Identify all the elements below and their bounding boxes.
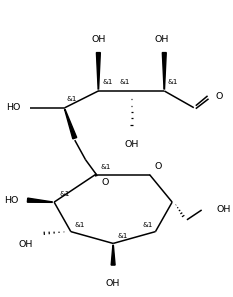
Text: HO: HO bbox=[6, 103, 21, 112]
Text: &1: &1 bbox=[100, 164, 111, 170]
Polygon shape bbox=[111, 245, 115, 265]
Text: OH: OH bbox=[216, 206, 231, 214]
Polygon shape bbox=[96, 53, 100, 89]
Text: &1: &1 bbox=[117, 233, 127, 239]
Text: &1: &1 bbox=[167, 79, 178, 85]
Text: &1: &1 bbox=[67, 96, 77, 102]
Text: &1: &1 bbox=[142, 222, 152, 228]
Text: OH: OH bbox=[125, 140, 139, 149]
Text: &1: &1 bbox=[75, 222, 85, 228]
Text: HO: HO bbox=[4, 196, 19, 205]
Text: &1: &1 bbox=[59, 191, 69, 197]
Text: &1: &1 bbox=[120, 79, 130, 85]
Text: O: O bbox=[216, 92, 223, 101]
Polygon shape bbox=[65, 110, 77, 139]
Text: OH: OH bbox=[106, 279, 120, 288]
Text: O: O bbox=[101, 178, 109, 187]
Text: &1: &1 bbox=[102, 79, 113, 85]
Polygon shape bbox=[27, 198, 52, 202]
Text: OH: OH bbox=[18, 241, 32, 249]
Text: OH: OH bbox=[154, 35, 168, 44]
Polygon shape bbox=[162, 53, 166, 89]
Text: OH: OH bbox=[91, 35, 106, 44]
Text: O: O bbox=[154, 162, 162, 171]
